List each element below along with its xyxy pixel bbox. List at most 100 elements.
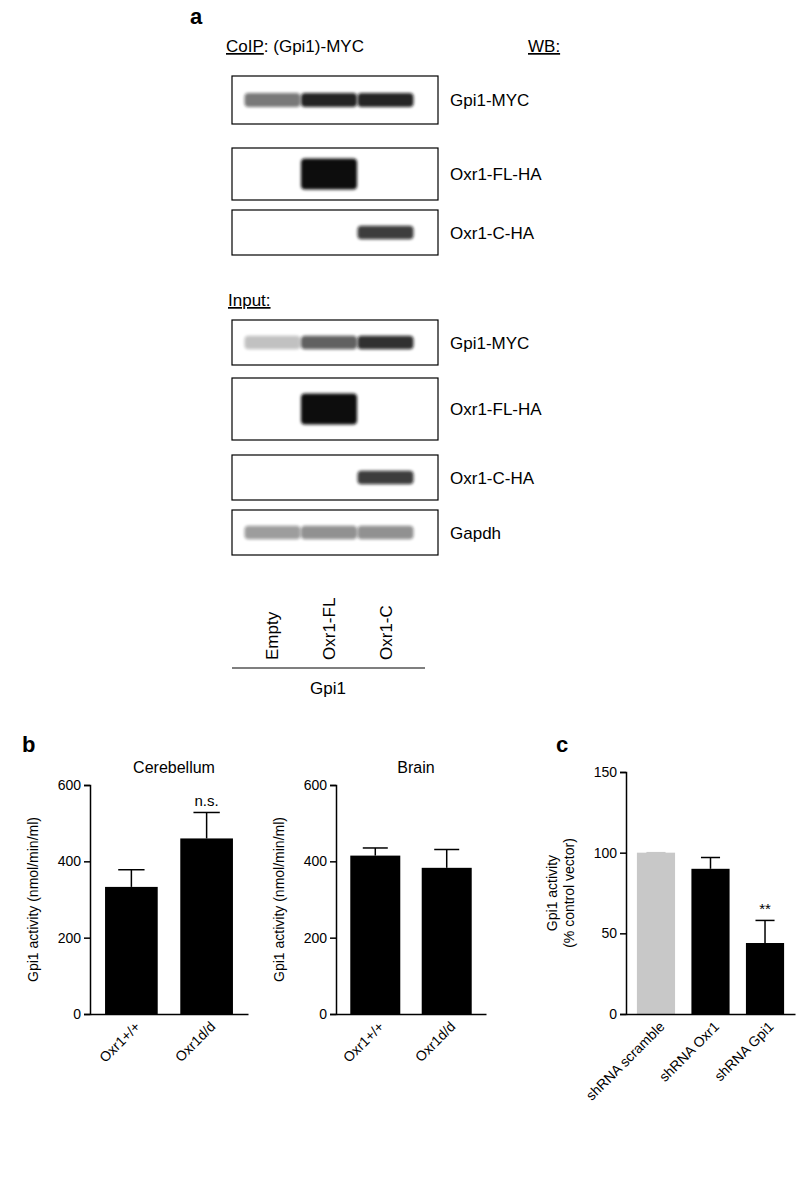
y-tick: 150 [594,764,626,780]
blot-frame [232,76,438,124]
panel-letter: a [190,4,203,29]
y-axis: 0 200 400 600 [304,777,337,1022]
blot-band [357,93,413,107]
error-bar [646,852,665,853]
blot-frame [232,510,438,555]
y-tick: 0 [319,1006,336,1022]
blot-frame [232,320,438,365]
blot-band [244,93,300,107]
chart-title: Brain [397,759,434,776]
y-tick: 400 [304,853,336,869]
error-cap [434,849,459,851]
x-tick-label: Oxr1+/+ [96,1018,143,1065]
y-tick-label: 0 [319,1006,327,1022]
error-cap [755,920,774,922]
blot-band [357,526,413,540]
x-axis-line [337,1014,487,1016]
y-tick-mark [84,1014,90,1016]
blot-band [357,226,413,240]
blot-band [301,93,357,107]
error-stem [710,858,712,869]
blot-strip [232,148,438,200]
blot-strip [232,455,438,500]
blot-label: Gapdh [450,524,501,543]
blot-band [244,526,300,540]
y-tick-mark [620,933,626,935]
y-axis-title: Gpi1 activity [544,855,560,931]
x-axis: shRNA scrambleshRNA Oxr1shRNA Gpi1 [583,1014,796,1103]
y-tick-mark [84,861,90,863]
blot-label: Gpi1-MYC [450,91,529,110]
y-tick-mark [330,1014,336,1016]
bar-chart: bCerebellumGpi1 activity (nmol/min/ml)n.… [22,732,249,1065]
y-tick-label: 400 [58,853,82,869]
blot-label: Oxr1-FL-HA [450,400,542,419]
error-bar [193,812,219,838]
y-tick: 200 [58,930,90,946]
blot-label: Oxr1-C-HA [450,469,535,488]
blot-band [244,336,300,350]
y-tick-mark [84,785,90,787]
wb-label: WB: [528,37,560,56]
bar [180,838,233,1014]
significance: ** [759,900,771,917]
coip-header: CoIP: (Gpi1)-MYC [226,37,364,56]
error-stem [206,812,208,838]
blot-strip [232,320,438,365]
bar [105,887,158,1014]
x-axis-line [91,1014,249,1016]
blot-label: Oxr1-C-HA [450,224,535,243]
blot-frame [232,378,438,440]
x-axis-line [627,1014,796,1016]
error-cap [646,852,665,854]
error-bar [701,858,720,869]
y-tick: 400 [58,853,90,869]
blot-frame [232,148,438,200]
bar [746,943,784,1014]
significance: n.s. [195,792,219,809]
x-tick-label: Oxr1d/d [412,1018,459,1065]
y-tick-label: 0 [609,1006,617,1022]
bar [637,853,675,1014]
blot-band [357,336,413,350]
y-tick-mark [620,852,626,854]
x-tick-label: Oxr1d/d [172,1018,219,1065]
y-tick: 600 [304,777,336,793]
y-axis-title: (% control vector) [561,838,577,948]
y-tick: 50 [601,925,626,941]
blot-strip [232,210,438,255]
x-tick: Oxr1d/d [172,1014,219,1065]
lane-label: Empty [263,611,282,660]
x-axis: Oxr1+/+ Oxr1d/d [91,1014,249,1065]
y-tick: 0 [73,1006,90,1022]
x-tick: shRNA Gpi1 [711,1014,777,1084]
lane-label: Oxr1-C [377,605,396,660]
bar [422,868,472,1014]
blot-band [301,526,357,540]
y-tick-label: 150 [594,764,618,780]
blot-band [301,336,357,350]
error-stem [375,848,377,856]
error-cap [193,812,219,814]
bar [350,856,400,1014]
lane-group-label: Gpi1 [310,679,346,698]
bar-chart: cGpi1 activity(% control vector)**050100… [544,732,796,1103]
y-tick-mark [330,937,336,939]
y-tick-mark [330,785,336,787]
plot-area [105,812,233,1014]
panel-a: a CoIP: (Gpi1)-MYC WB: Gpi1-MYC Oxr1-FL-HA Ox… [190,4,560,698]
plot-area [350,848,471,1014]
y-axis: 050100150 [594,764,627,1022]
y-tick-label: 0 [73,1006,81,1022]
blot-strip [232,378,438,440]
x-tick-label: shRNA Gpi1 [711,1018,777,1084]
error-stem [131,870,133,887]
error-cap [118,869,144,871]
y-tick-label: 200 [304,930,328,946]
figure: a CoIP: (Gpi1)-MYC WB: Gpi1-MYC Oxr1-FL-HA Ox… [0,0,800,1187]
y-axis: 0200400600 [58,777,91,1022]
y-tick: 0 [609,1006,626,1022]
blot-band [357,471,413,485]
blot-band [301,394,357,425]
blot-strip [232,76,438,124]
